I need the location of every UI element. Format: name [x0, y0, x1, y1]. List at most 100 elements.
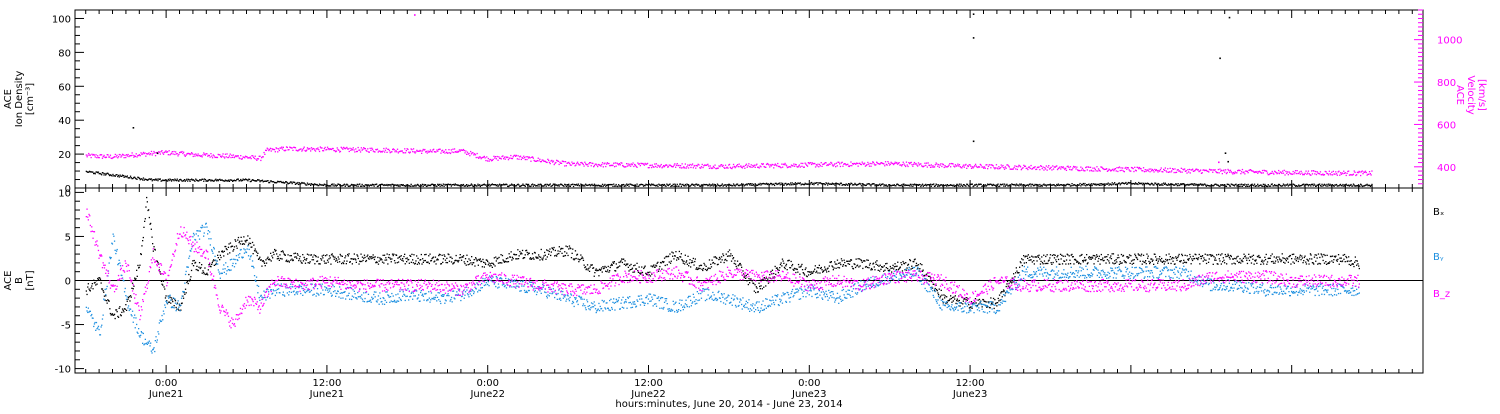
bx-series-point	[713, 262, 714, 263]
bx-series-point	[827, 268, 828, 269]
velocity-series-point	[205, 155, 206, 156]
density-series-point	[1304, 185, 1305, 186]
velocity-series-point	[1298, 173, 1299, 174]
density-series-point	[1004, 184, 1005, 185]
velocity-series-point	[95, 154, 96, 155]
velocity-series-point	[1029, 166, 1030, 167]
density-series-point	[682, 184, 683, 185]
velocity-series-point	[725, 165, 726, 166]
velocity-series-point	[306, 150, 307, 151]
bx-series-point	[92, 283, 93, 284]
density-series-point	[546, 186, 547, 187]
bx-series-point	[245, 241, 246, 242]
bx-series-point	[407, 257, 408, 258]
bx-series-point	[718, 264, 719, 265]
bx-series-point	[383, 255, 384, 256]
density-series-point	[499, 184, 500, 185]
density-series-point	[887, 185, 888, 186]
bx-series-point	[343, 263, 344, 264]
bx-series-point	[677, 257, 678, 258]
bx-series-point	[866, 266, 867, 267]
velocity-series-point	[1087, 169, 1088, 170]
density-series-point	[1112, 182, 1113, 183]
bx-series-point	[484, 262, 485, 263]
density-series-point	[151, 178, 152, 179]
velocity-series-point	[546, 162, 547, 163]
bx-series-point	[188, 274, 189, 275]
bx-series-point	[900, 262, 901, 263]
density-series-point	[187, 180, 188, 181]
velocity-series-point	[1043, 169, 1044, 170]
bx-series-point	[837, 267, 838, 268]
bx-series-point	[429, 263, 430, 264]
velocity-series-point	[148, 152, 149, 153]
density-series-point	[664, 184, 665, 185]
velocity-series-point	[894, 163, 895, 164]
velocity-series-point	[1300, 174, 1301, 175]
density-series-point	[390, 185, 391, 186]
velocity-series-point	[1277, 172, 1278, 173]
bx-series-point	[609, 270, 610, 271]
bx-series-point	[689, 263, 690, 264]
density-series-point	[111, 175, 112, 176]
velocity-series-point	[538, 158, 539, 159]
bx-series-point	[689, 259, 690, 260]
bx-series-point	[454, 262, 455, 263]
density-series-point	[1270, 185, 1271, 186]
density-series-point	[936, 184, 937, 185]
velocity-series-point	[172, 151, 173, 152]
bx-series-point	[424, 254, 425, 255]
density-series-point	[443, 184, 444, 185]
velocity-series-point	[985, 168, 986, 169]
velocity-series-point	[167, 151, 168, 152]
bx-series-point	[699, 268, 700, 269]
bx-series-point	[250, 243, 251, 244]
velocity-series-point	[524, 157, 525, 158]
velocity-series-point	[1015, 168, 1016, 169]
bx-series-point	[228, 243, 229, 244]
velocity-series-point	[1263, 172, 1264, 173]
velocity-series-point	[493, 159, 494, 160]
bx-series-point	[186, 292, 187, 293]
bx-series-point	[248, 244, 249, 245]
x-tick-day-label: June21	[309, 389, 345, 400]
bx-series-point	[877, 265, 878, 266]
bx-series-point	[259, 258, 260, 259]
bx-series-point	[308, 262, 309, 263]
bx-series-point	[616, 263, 617, 264]
bx-series-point	[175, 300, 176, 301]
bx-series-point	[306, 258, 307, 259]
density-series-point	[123, 175, 124, 176]
velocity-series-point	[451, 149, 452, 150]
bx-series-point	[787, 269, 788, 270]
bx-series-point	[519, 255, 520, 256]
bx-series-point	[193, 265, 194, 266]
velocity-series-point	[710, 165, 711, 166]
velocity-series-point	[714, 167, 715, 168]
bx-series-point	[137, 276, 138, 277]
density-series-point	[1242, 186, 1243, 187]
bx-series-point	[761, 279, 762, 280]
velocity-series-point	[469, 155, 470, 156]
velocity-series-point	[410, 152, 411, 153]
velocity-series-point	[834, 163, 835, 164]
velocity-series-point	[583, 165, 584, 166]
bx-series-point	[920, 263, 921, 264]
bx-series-point	[531, 258, 532, 259]
bx-series-point	[256, 252, 257, 253]
density-series-point	[1241, 184, 1242, 185]
velocity-series-point	[587, 164, 588, 165]
bx-series-point	[894, 263, 895, 264]
bx-series-point	[723, 255, 724, 256]
velocity-series-point	[1092, 170, 1093, 171]
bx-series-point	[522, 250, 523, 251]
velocity-series-point	[1234, 173, 1235, 174]
bx-series-point	[273, 254, 274, 255]
bx-series-point	[362, 260, 363, 261]
bx-series-point	[462, 257, 463, 258]
bx-series-point	[821, 269, 822, 270]
bx-series-point	[389, 254, 390, 255]
velocity-series-point	[857, 163, 858, 164]
bx-series-point	[741, 267, 742, 268]
bx-series-point	[801, 264, 802, 265]
